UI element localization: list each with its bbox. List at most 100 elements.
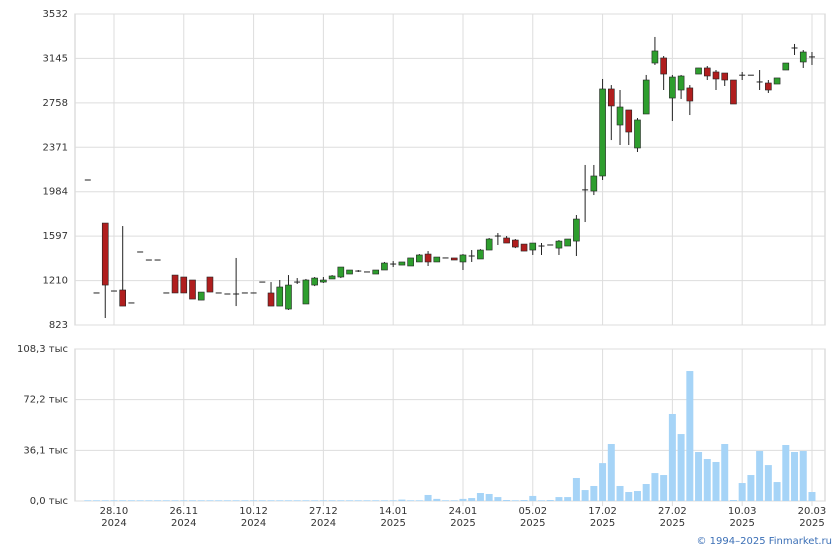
candle-body (538, 245, 545, 247)
volume-bar (564, 497, 572, 501)
candle-body (311, 277, 318, 286)
x-tick-label: 26.11 2024 (169, 506, 199, 529)
volume-bar (84, 500, 92, 501)
candle-body (590, 175, 598, 192)
volume-bar (162, 500, 170, 501)
candle-body (625, 109, 633, 133)
volume-tick-label: 36,1 тыс (23, 445, 68, 456)
y-tick-label: 3145 (43, 53, 68, 64)
volume-bar (424, 494, 432, 501)
candle-body (677, 75, 685, 91)
candle-body (241, 292, 248, 294)
candle-body (110, 290, 117, 292)
volume-bar (747, 475, 755, 501)
candle-body (712, 71, 720, 80)
candle-body (119, 289, 126, 307)
volume-bar (511, 500, 519, 501)
volume-bar (782, 445, 790, 501)
volume-bar (660, 475, 668, 501)
volume-bar (154, 500, 162, 501)
y-tick-label: 1984 (43, 187, 68, 198)
candle-body (642, 79, 650, 115)
volume-bar (503, 500, 511, 501)
volume-bar (773, 482, 781, 501)
candle-body (145, 259, 152, 261)
volume-bar (433, 498, 441, 501)
x-tick-label: 10.03 2025 (727, 506, 757, 529)
volume-bar (127, 500, 135, 501)
candle-body (407, 257, 414, 267)
candle-body (703, 67, 711, 77)
y-tick-label: 3532 (43, 9, 68, 20)
candle-body (398, 261, 406, 266)
volume-bar (276, 500, 284, 501)
candle-body (468, 255, 475, 257)
y-tick-label: 1210 (43, 276, 68, 287)
candle-body (433, 256, 441, 263)
volume-bar (677, 434, 685, 501)
x-tick-label: 27.02 2025 (658, 506, 687, 529)
volume-bar (572, 477, 580, 501)
volume-bar (136, 500, 144, 501)
volume-bar (529, 495, 537, 501)
volume-bar (494, 497, 502, 501)
x-tick-label: 20.03 2025 (797, 506, 827, 529)
candle-body (660, 57, 667, 75)
candle-body (328, 275, 336, 280)
candle-body (215, 292, 222, 294)
y-tick-label: 823 (49, 320, 68, 331)
candle-body (163, 292, 170, 294)
volume-tick-label: 0,0 тыс (30, 496, 68, 507)
candle-body (520, 243, 528, 252)
volume-tick-label: 72,2 тыс (23, 395, 68, 406)
candle-body (739, 74, 746, 76)
volume-bar (651, 473, 659, 501)
volume-bar (398, 499, 406, 501)
volume-bar (284, 500, 292, 501)
candle-body (808, 56, 815, 58)
candle-body (294, 281, 301, 283)
candle-body (564, 238, 571, 247)
volume-bar (145, 500, 153, 501)
volume-bar (633, 491, 641, 501)
volume-bar (468, 498, 476, 501)
candle-body (224, 293, 231, 295)
volume-bar (101, 500, 109, 501)
candle-body (450, 257, 458, 261)
volume-bar (258, 500, 266, 501)
volume-bar (764, 465, 772, 501)
y-tick-label: 2371 (43, 142, 68, 153)
candle-body (197, 291, 205, 301)
candle-body (547, 244, 554, 246)
candle-body (747, 74, 754, 76)
candle-body (101, 222, 109, 286)
candle-body (180, 276, 188, 294)
volume-bar (354, 500, 362, 501)
candle-body (695, 67, 702, 75)
volume-bar (337, 500, 345, 501)
candle-body (686, 87, 694, 102)
volume-bar (695, 452, 703, 501)
volume-bar (808, 492, 816, 501)
volume-bar (555, 497, 563, 501)
candle-body (651, 50, 659, 64)
candle-body (416, 254, 423, 263)
volume-bar (442, 500, 450, 501)
volume-bar (642, 484, 650, 501)
volume-bar (415, 500, 423, 501)
candle-body (459, 254, 467, 263)
candle-body (773, 77, 781, 85)
candle-body (381, 262, 388, 271)
candle-body (599, 88, 606, 177)
volume-bar (171, 500, 179, 501)
volume-bar (625, 492, 633, 501)
volume-bar (546, 500, 554, 501)
volume-bar (450, 500, 458, 501)
candle-body (285, 284, 292, 310)
volume-bar (267, 500, 275, 501)
candle-body (154, 259, 161, 261)
volume-bar (180, 500, 188, 501)
candle-body (424, 253, 432, 263)
candle-body (634, 119, 641, 149)
volume-bar (241, 500, 249, 501)
